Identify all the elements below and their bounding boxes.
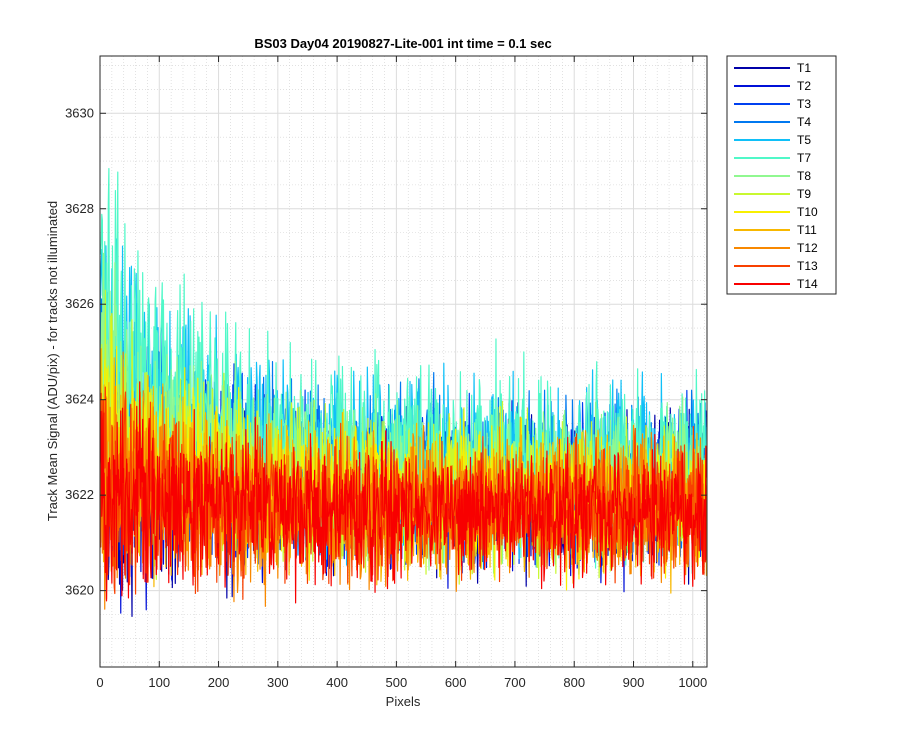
y-tick-label: 3630 — [65, 105, 94, 120]
legend-item-t5: T5 — [734, 133, 811, 147]
y-axis-label: Track Mean Signal (ADU/pix) - for tracks… — [45, 201, 60, 521]
legend-item-t3: T3 — [734, 97, 811, 111]
legend-item-t9: T9 — [734, 187, 811, 201]
legend-item-t14: T14 — [734, 277, 818, 291]
y-tick-label: 3626 — [65, 296, 94, 311]
x-axis-label: Pixels — [386, 694, 421, 709]
x-tick-label: 800 — [563, 675, 585, 690]
legend-label: T2 — [797, 79, 811, 93]
y-tick-label: 3620 — [65, 583, 94, 598]
legend-label: T14 — [797, 277, 818, 291]
legend-item-t11: T11 — [734, 223, 817, 237]
legend-label: T3 — [797, 97, 811, 111]
plot-frame — [99, 55, 708, 668]
legend-item-t4: T4 — [734, 115, 811, 129]
legend-label: T11 — [797, 223, 817, 237]
x-tick-label: 900 — [623, 675, 645, 690]
y-tick-label: 3622 — [65, 487, 94, 502]
x-tick-label: 500 — [386, 675, 408, 690]
legend-label: T7 — [797, 151, 811, 165]
legend-label: T13 — [797, 259, 818, 273]
x-tick-label: 1000 — [678, 675, 707, 690]
x-tick-label: 300 — [267, 675, 289, 690]
chart-title: BS03 Day04 20190827-Lite-001 int time = … — [254, 36, 551, 51]
legend-item-t7: T7 — [734, 151, 811, 165]
legend-label: T8 — [797, 169, 811, 183]
x-tick-label: 100 — [148, 675, 170, 690]
axis-ticks: 0 100 200 300 400 500 600 700 800 900 1000 3620 3622… — [65, 56, 707, 690]
x-tick-label: 200 — [208, 675, 230, 690]
legend-item-t12: T12 — [734, 241, 818, 255]
legend-item-t10: T10 — [734, 205, 818, 219]
legend-item-t1: T1 — [734, 61, 811, 75]
legend-label: T5 — [797, 133, 811, 147]
legend-label: T9 — [797, 187, 811, 201]
x-tick-label: 0 — [96, 675, 103, 690]
x-tick-label: 400 — [326, 675, 348, 690]
legend: T1 T2 T3 T4 T5 T7 T8 T9 T10 T11 T12 T13 T14 — [726, 55, 837, 295]
y-tick-label: 3624 — [65, 392, 94, 407]
series-layer — [100, 167, 707, 617]
legend-label: T4 — [797, 115, 811, 129]
series-line-t14 — [100, 381, 707, 604]
legend-label: T12 — [797, 241, 818, 255]
x-tick-label: 600 — [445, 675, 467, 690]
y-tick-label: 3628 — [65, 201, 94, 216]
legend-item-t8: T8 — [734, 169, 811, 183]
legend-items: T1 T2 T3 T4 T5 T7 T8 T9 T10 T11 T12 T13 T14 — [734, 61, 818, 291]
legend-item-t2: T2 — [734, 79, 811, 93]
legend-item-t13: T13 — [734, 259, 818, 273]
legend-label: T1 — [797, 61, 811, 75]
x-tick-label: 700 — [504, 675, 526, 690]
legend-label: T10 — [797, 205, 818, 219]
